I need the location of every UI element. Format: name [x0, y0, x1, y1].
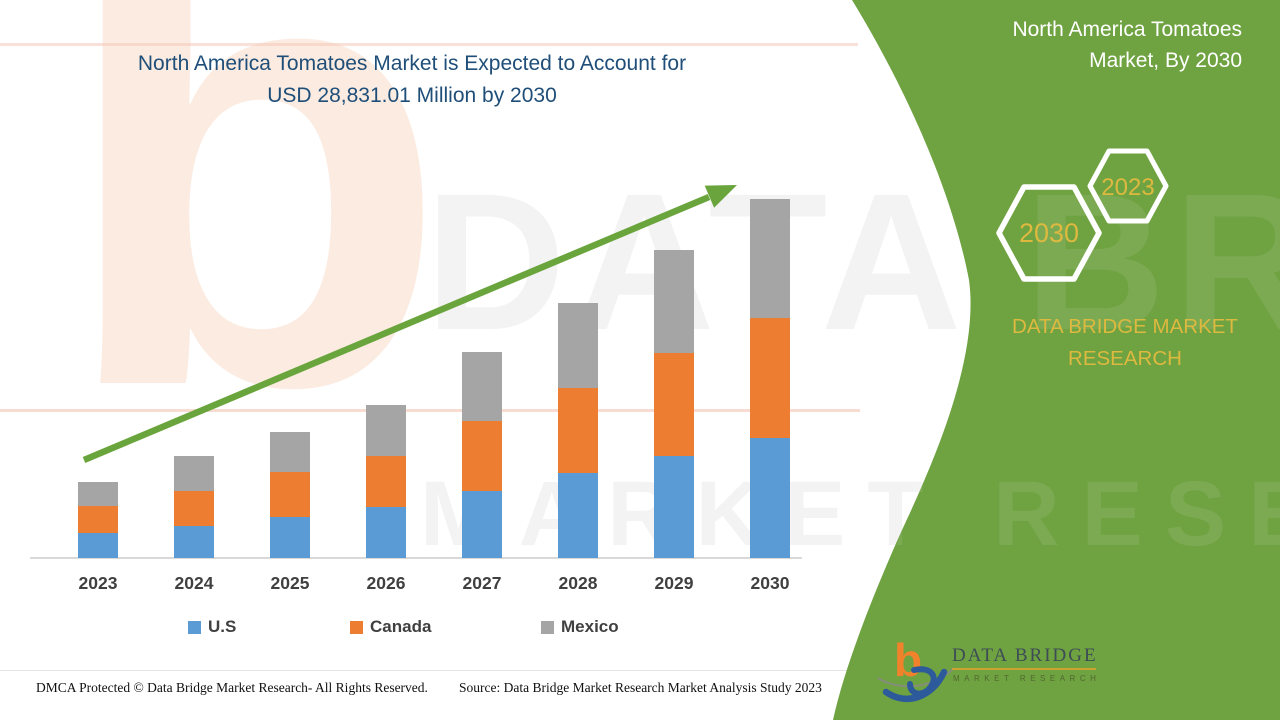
x-axis-label-2029: 2029	[654, 573, 694, 593]
bar-segment-mexico-2028	[558, 302, 598, 388]
bar-segment-mexico-2024	[174, 456, 214, 491]
x-axis-label-2028: 2028	[558, 573, 598, 593]
chart-title-line2: USD 28,831.01 Million by 2030	[267, 84, 557, 107]
logo-title: DATA BRIDGE	[952, 645, 1098, 666]
bar-column-2023	[78, 481, 118, 558]
bar-segment-mexico-2026	[366, 404, 406, 456]
chart-title: North America Tomatoes Market is Expecte…	[40, 48, 784, 112]
bar-segment-canada-2023	[78, 506, 118, 534]
x-axis-label-2030: 2030	[750, 573, 790, 593]
bar-segment-canada-2030	[750, 317, 790, 438]
hexagon-label-2023: 2023	[1101, 174, 1154, 201]
logo-blue-swoosh-icon	[882, 668, 948, 703]
bar-segment-canada-2027	[462, 420, 502, 491]
bar-segment-us-2028	[558, 473, 598, 558]
hexagon-2030	[996, 184, 1102, 282]
x-axis-label-2024: 2024	[174, 573, 214, 593]
bar-segment-us-2024	[174, 525, 214, 558]
bar-segment-us-2026	[366, 507, 406, 558]
chart-title-line1: North America Tomatoes Market is Expecte…	[137, 52, 687, 75]
legend-swatch-canada-icon	[350, 620, 363, 634]
brand-text-line1: DATA BRIDGE MARKET	[1012, 315, 1238, 338]
bar-segment-us-2029	[654, 455, 694, 558]
accent-line-middle	[0, 409, 860, 412]
hexagon-label-2030: 2030	[1019, 218, 1079, 248]
x-axis-label-2027: 2027	[462, 573, 502, 593]
legend-label-canada: Canada	[370, 617, 432, 636]
x-axis-label-2025: 2025	[270, 573, 310, 593]
green-panel-shape	[833, 0, 1280, 720]
footer-dmca-text: DMCA Protected © Data Bridge Market Rese…	[36, 680, 428, 695]
bar-column-2025	[270, 431, 310, 558]
bar-segment-mexico-2029	[654, 250, 694, 353]
bar-column-2029	[654, 250, 694, 558]
bar-column-2030	[750, 198, 790, 558]
bar-segment-mexico-2027	[462, 351, 502, 421]
dbmr-logo: b	[877, 634, 955, 703]
bar-segment-canada-2029	[654, 353, 694, 456]
bar-segment-canada-2024	[174, 491, 214, 526]
bar-segment-us-2030	[750, 438, 790, 558]
panel-title-line1: North America Tomatoes	[1012, 18, 1242, 41]
brand-text: DATA BRIDGE MARKET RESEARCH	[985, 311, 1265, 375]
logo-underline	[952, 668, 1096, 670]
accent-line-top	[0, 43, 858, 46]
logo-subtitle: MARKET RESEARCH	[953, 674, 1101, 683]
logo-gray-swoosh-icon	[877, 667, 955, 688]
bar-segment-us-2025	[270, 516, 310, 558]
panel-title: North America Tomatoes Market, By 2030	[882, 14, 1242, 76]
panel-title-line2: Market, By 2030	[1089, 49, 1242, 72]
bar-column-2026	[366, 404, 406, 558]
legend-item-us: U.S	[188, 617, 236, 637]
logo-d-icon	[907, 666, 937, 697]
bar-segment-mexico-2025	[270, 431, 310, 472]
x-axis-line	[30, 557, 802, 559]
bar-column-2027	[462, 351, 502, 558]
hexagon-badges: 2030 2023	[996, 148, 1169, 282]
bar-segment-mexico-2030	[750, 198, 790, 318]
hexagon-2023	[1087, 148, 1169, 224]
legend-label-us: U.S	[208, 617, 237, 636]
legend-swatch-mexico-icon	[541, 620, 554, 634]
x-axis-label-2026: 2026	[366, 573, 406, 593]
logo-b-icon: b	[894, 634, 922, 686]
bar-segment-canada-2026	[366, 455, 406, 507]
legend-item-canada: Canada	[350, 617, 431, 637]
trend-arrow-head	[704, 185, 737, 208]
trend-arrow-shaft	[82, 194, 711, 463]
bar-segment-us-2023	[78, 533, 118, 558]
legend-item-mexico: Mexico	[541, 617, 619, 637]
brand-text-line2: RESEARCH	[1068, 347, 1182, 370]
watermark-b-logo: b	[58, 0, 449, 519]
footer-divider	[0, 670, 848, 671]
x-axis-label-2023: 2023	[78, 573, 118, 593]
footer-source-text: Source: Data Bridge Market Research Mark…	[459, 680, 822, 695]
bar-column-2024	[174, 456, 214, 558]
bar-segment-canada-2028	[558, 388, 598, 473]
bar-column-2028	[558, 302, 598, 558]
legend-swatch-us-icon	[188, 620, 201, 634]
bar-segment-canada-2025	[270, 472, 310, 517]
bar-segment-us-2027	[462, 490, 502, 558]
legend-label-mexico: Mexico	[561, 617, 619, 636]
bar-segment-mexico-2023	[78, 481, 118, 507]
